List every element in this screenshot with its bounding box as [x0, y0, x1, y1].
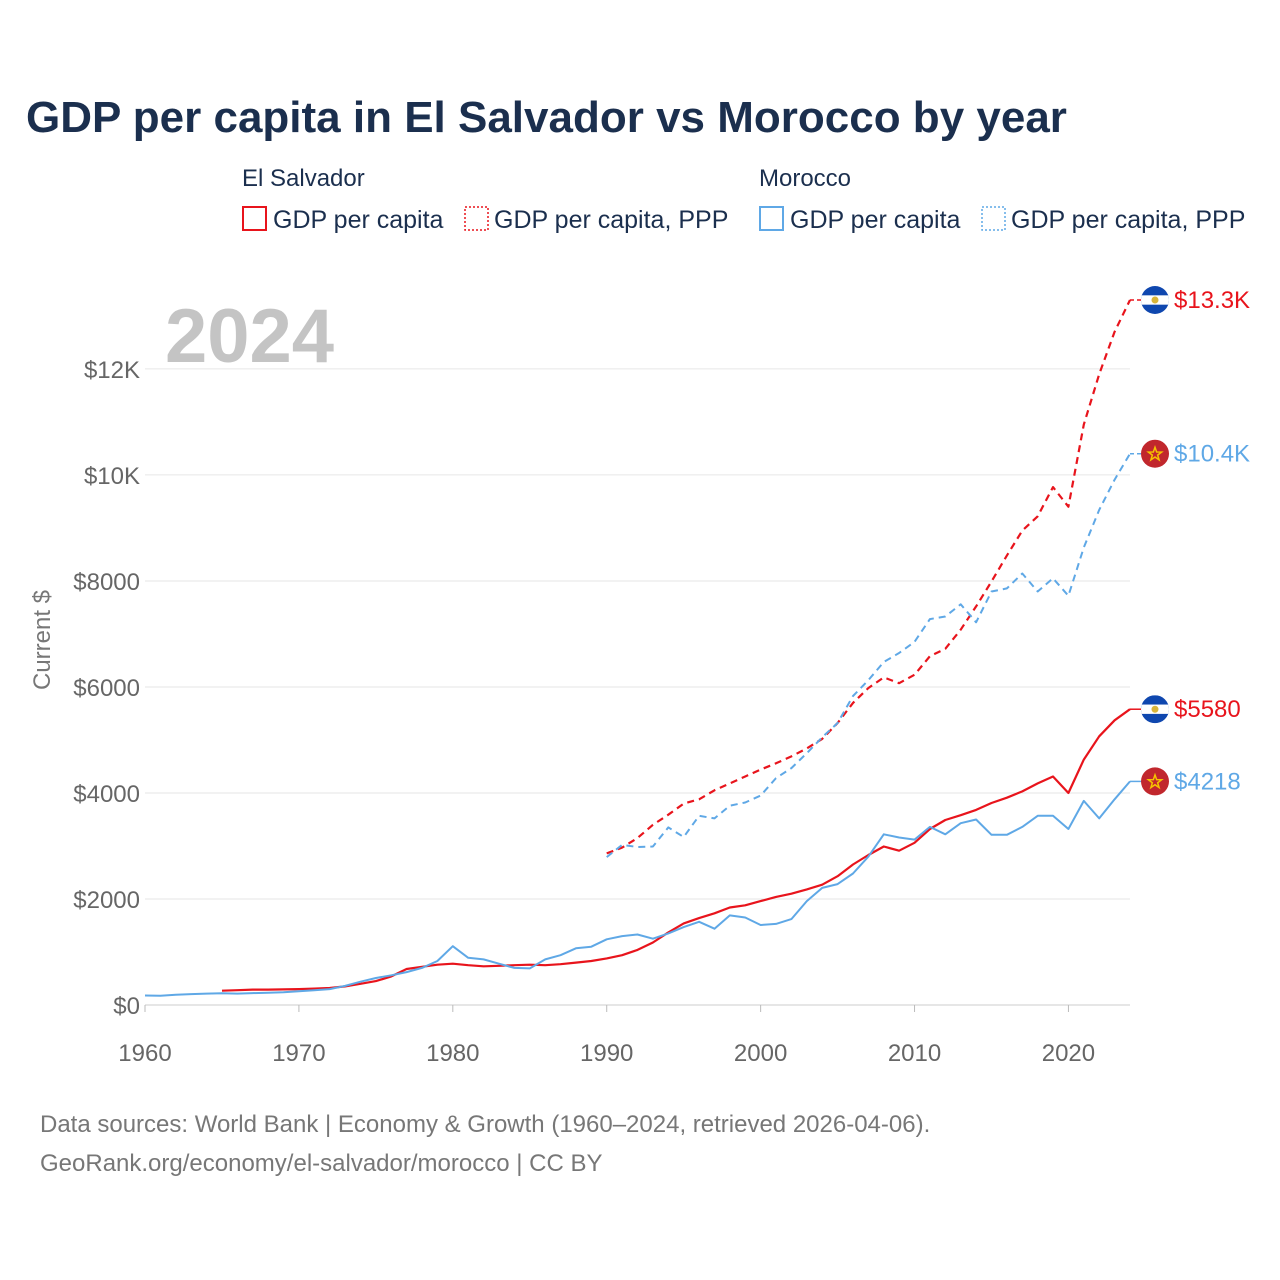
- y-axis-label: Current $: [29, 590, 56, 690]
- source-line-2[interactable]: GeoRank.org/economy/el-salvador/morocco …: [40, 1150, 602, 1177]
- legend-swatch-el-salvador-ppp: [464, 206, 489, 231]
- y-tick-label: $2000: [73, 887, 140, 914]
- end-value-label: $10.4K: [1174, 441, 1250, 468]
- legend-swatch-morocco-gdp: [759, 206, 784, 231]
- series-line-1: [606, 299, 1131, 855]
- y-tick-label: $6000: [73, 675, 140, 702]
- axes: $0 $2000 $4000 $6000 $8000 $10K $12K 1960 1970 19…: [73, 357, 1130, 1067]
- el-salvador-flag-icon: [1141, 695, 1169, 724]
- legend: El Salvador GDP per capita GDP per capit…: [242, 165, 1245, 234]
- legend-group-el-salvador: El Salvador: [242, 165, 365, 192]
- x-tick-label: 2020: [1042, 1040, 1095, 1067]
- series-line-2: [144, 780, 1131, 997]
- x-tick-label: 1960: [118, 1040, 171, 1067]
- grid: [145, 368, 1130, 1006]
- legend-label-morocco-ppp: GDP per capita, PPP: [1011, 206, 1245, 234]
- legend-group-morocco: Morocco: [759, 165, 851, 192]
- el-salvador-flag-icon: [1141, 286, 1169, 314]
- legend-swatch-morocco-ppp: [981, 206, 1006, 231]
- morocco-flag-icon: [1141, 767, 1169, 796]
- series-line-0: [221, 708, 1131, 992]
- legend-swatch-el-salvador-gdp: [242, 206, 267, 231]
- x-tick-label: 1980: [426, 1040, 479, 1067]
- y-tick-label: $12K: [84, 357, 140, 384]
- y-tick-label: $10K: [84, 463, 140, 490]
- source-line-1: Data sources: World Bank | Economy & Gro…: [40, 1111, 930, 1138]
- x-tick-label: 1990: [580, 1040, 633, 1067]
- end-value-label: $5580: [1174, 696, 1241, 723]
- morocco-flag-icon: [1141, 439, 1169, 468]
- y-tick-label: $4000: [73, 781, 140, 808]
- y-tick-label: $0: [113, 993, 140, 1020]
- x-tick-label: 1970: [272, 1040, 325, 1067]
- year-watermark: 2024: [165, 294, 334, 379]
- x-tick-label: 2000: [734, 1040, 787, 1067]
- y-tick-label: $8000: [73, 569, 140, 596]
- legend-label-el-salvador-ppp: GDP per capita, PPP: [494, 206, 728, 234]
- series: [144, 299, 1131, 997]
- end-value-label: $13.3K: [1174, 287, 1250, 314]
- chart-title: GDP per capita in El Salvador vs Morocco…: [26, 93, 1067, 142]
- end-value-label: $4218: [1174, 768, 1241, 795]
- x-tick-label: 2010: [888, 1040, 941, 1067]
- legend-label-el-salvador-gdp: GDP per capita: [273, 206, 444, 234]
- series-line-3: [606, 453, 1131, 858]
- end-labels: $13.3K $10.4K $5580 $4218: [1130, 286, 1250, 796]
- legend-label-morocco-gdp: GDP per capita: [790, 206, 961, 234]
